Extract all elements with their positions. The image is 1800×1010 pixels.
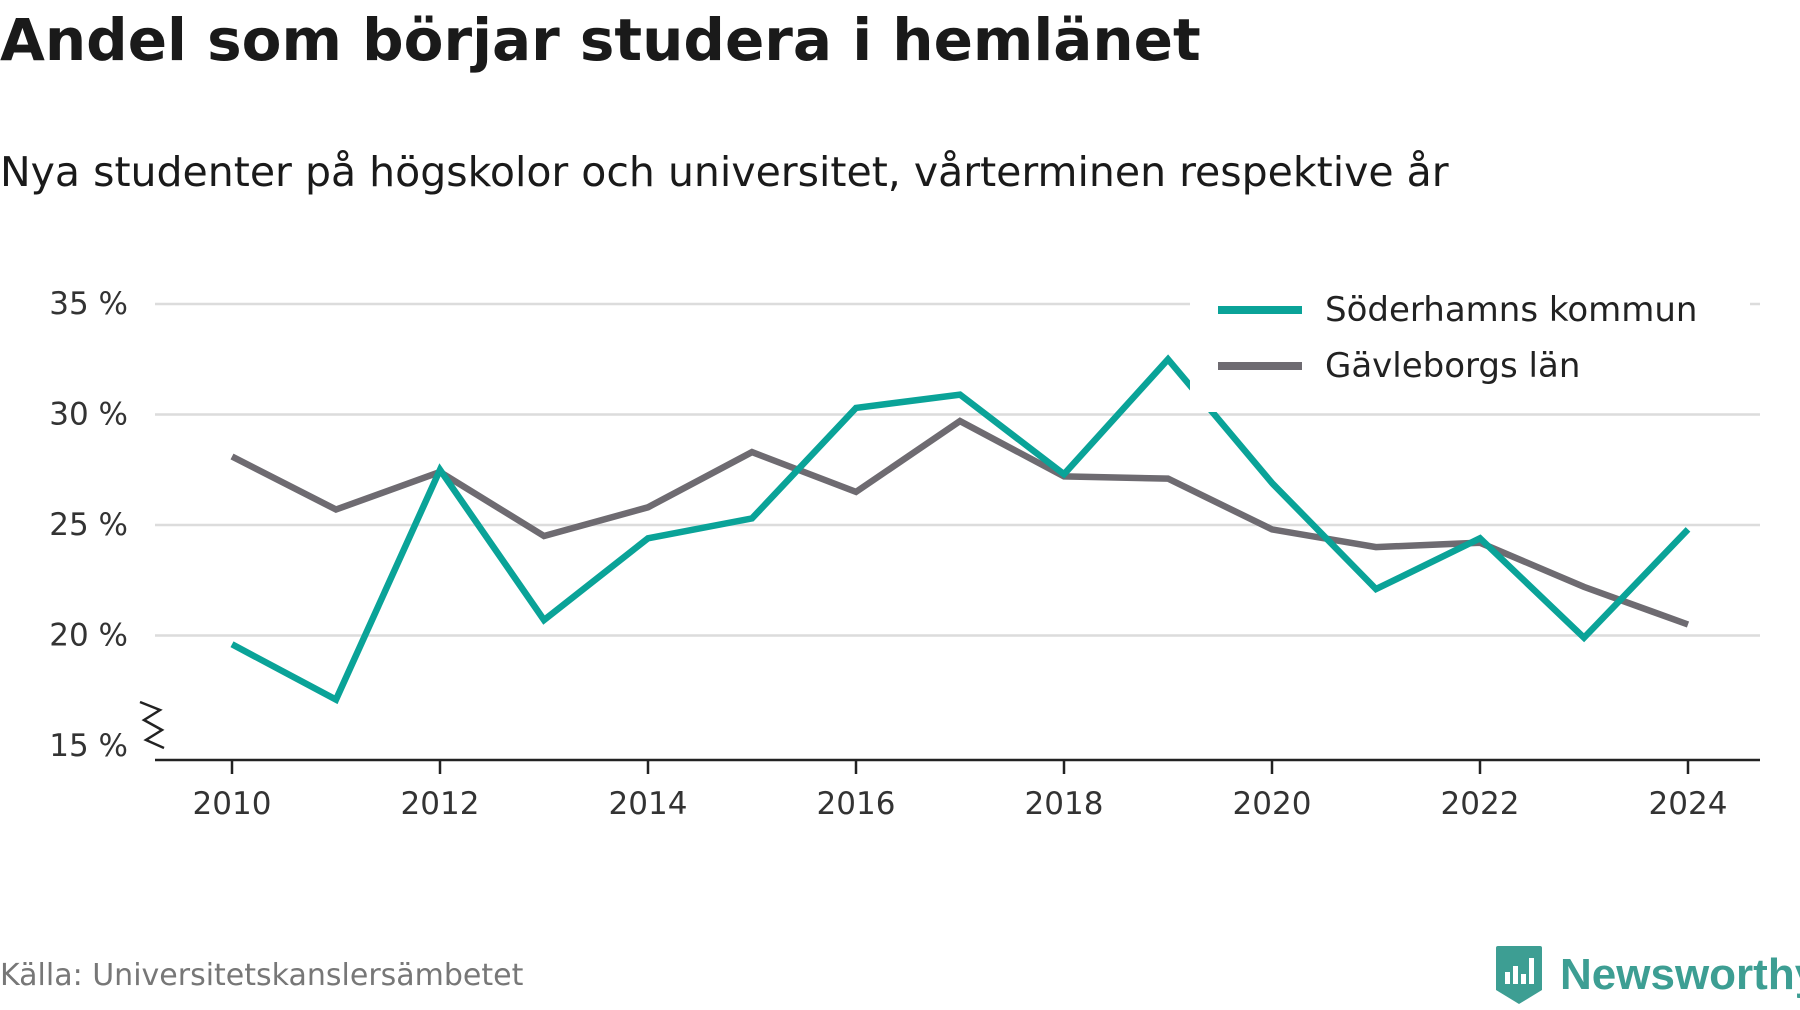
axis-break-icon	[139, 700, 165, 750]
x-tick-label: 2024	[1649, 786, 1728, 822]
source-note: Källa: Universitetskanslersämbetet	[0, 958, 524, 993]
legend: Söderhamns kommun Gävleborgs län	[1190, 288, 1750, 412]
y-tick-label: 35 %	[49, 286, 128, 322]
y-axis-tick-labels: 15 % 20 % 25 % 30 % 35 %	[49, 286, 128, 764]
series-line-gävleborgs-län	[230, 417, 1690, 628]
x-tick-label: 2020	[1233, 786, 1312, 822]
x-tick-label: 2018	[1025, 786, 1104, 822]
y-tick-label: 15 %	[49, 728, 128, 764]
newsworthy-logo-icon	[1496, 946, 1542, 1004]
y-tick-label: 25 %	[49, 507, 128, 543]
legend-label: Söderhamns kommun	[1325, 290, 1697, 330]
x-axis-tick-labels: 2010 2012 2014 2016 2018 2020 2022 2024	[193, 786, 1728, 822]
chart-subtitle: Nya studenter på högskolor och universit…	[0, 148, 1449, 196]
series-line-söderhamns-kommun	[230, 354, 1691, 705]
brand-logo[interactable]: Newsworthy	[1494, 940, 1800, 1010]
x-tick-label: 2016	[817, 786, 896, 822]
series-lines	[230, 354, 1691, 705]
x-tick-label: 2010	[193, 786, 272, 822]
x-tick-label: 2022	[1441, 786, 1520, 822]
x-tick-label: 2014	[609, 786, 688, 822]
x-axis	[139, 700, 1760, 774]
x-tick-label: 2012	[401, 786, 480, 822]
y-tick-label: 30 %	[49, 397, 128, 433]
brand-name: Newsworthy	[1560, 950, 1800, 999]
legend-label: Gävleborgs län	[1325, 346, 1580, 386]
y-tick-label: 20 %	[49, 618, 128, 654]
chart-title: Andel som börjar studera i hemlänet	[0, 6, 1201, 74]
